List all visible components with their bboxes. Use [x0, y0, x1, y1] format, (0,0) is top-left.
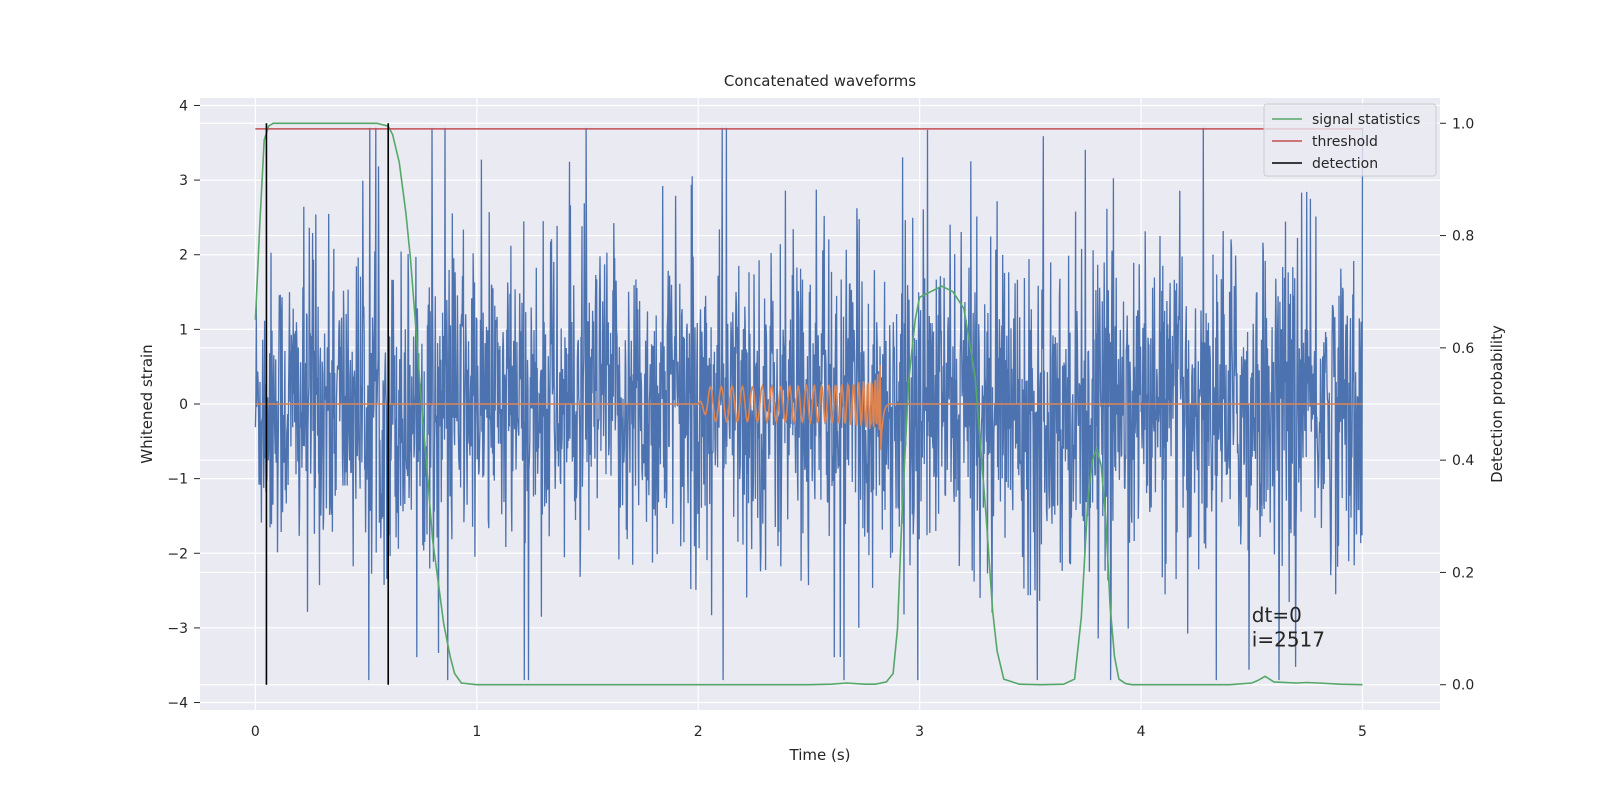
- y-axis-label: Whitened strain: [138, 344, 156, 463]
- legend: signal statistics threshold detection: [1263, 103, 1437, 177]
- legend-label-signal-statistics: signal statistics: [1312, 112, 1420, 128]
- y-tick-label: −1: [167, 472, 188, 488]
- x-tick-label: 1: [472, 724, 481, 740]
- annotation-dt: dt=0: [1252, 603, 1302, 627]
- y2-axis-label: Detection probability: [1488, 325, 1506, 483]
- chart-title: Concatenated waveforms: [724, 72, 916, 90]
- y2-tick-label: 0.2: [1452, 565, 1474, 581]
- x-tick-label: 0: [251, 724, 260, 740]
- y2-axis-ticks: 0.0 0.2 0.4 0.6 0.8 1.0: [1440, 116, 1474, 694]
- y-tick-label: 2: [179, 248, 188, 264]
- y-tick-label: 4: [179, 98, 188, 114]
- signal-statistics-series: [254, 122, 1363, 686]
- x-tick-label: 3: [915, 724, 924, 740]
- y2-tick-label: 0.8: [1452, 229, 1474, 245]
- y-axis-ticks: −4 −3 −2 −1 0 1 2 3 4: [167, 98, 200, 712]
- y2-tick-label: 1.0: [1452, 116, 1474, 132]
- x-tick-label: 4: [1137, 724, 1146, 740]
- legend-label-detection: detection: [1312, 156, 1378, 172]
- x-tick-label: 5: [1358, 724, 1367, 740]
- legend-label-threshold: threshold: [1312, 134, 1378, 150]
- x-axis-ticks: 0 1 2 3 4 5: [251, 724, 1367, 740]
- y-tick-label: −3: [167, 621, 188, 637]
- annotation-index: i=2517: [1252, 628, 1325, 652]
- y-tick-label: 0: [179, 397, 188, 413]
- y2-tick-label: 0.6: [1452, 341, 1474, 357]
- y-tick-label: −4: [167, 696, 188, 712]
- y-tick-label: 3: [179, 173, 188, 189]
- y2-tick-label: 0.0: [1452, 678, 1474, 694]
- detection-series: [265, 123, 390, 685]
- y-tick-label: −2: [167, 546, 188, 562]
- x-tick-label: 2: [694, 724, 703, 740]
- x-axis-label: Time (s): [789, 746, 851, 764]
- y2-tick-label: 0.4: [1452, 453, 1474, 469]
- legend-box: [1263, 103, 1437, 177]
- injected-waveform-series: [255, 364, 1363, 450]
- y-tick-label: 1: [179, 322, 188, 338]
